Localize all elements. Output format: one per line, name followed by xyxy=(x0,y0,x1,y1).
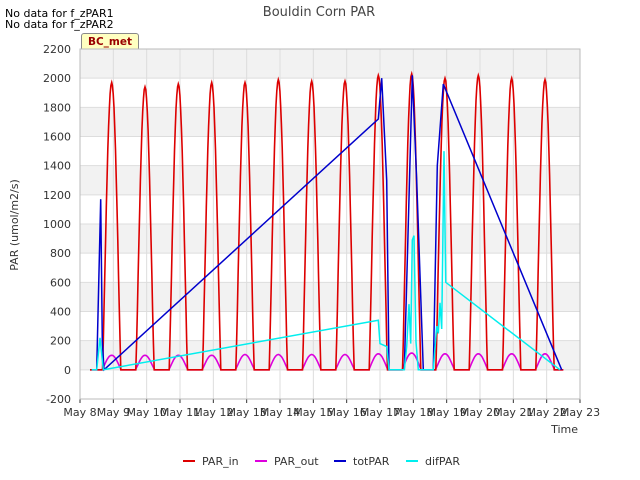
band-stripe xyxy=(80,282,580,312)
x-tick-label: May 23 xyxy=(560,406,600,419)
x-tick-label: May 13 xyxy=(227,406,267,419)
band-stripe xyxy=(80,107,580,137)
series-par-in-line xyxy=(90,70,564,371)
y-tick-label: 2000 xyxy=(43,72,71,85)
band-stripe xyxy=(80,49,580,79)
legend-label-par_in: PAR_in xyxy=(202,455,239,468)
y-tick-label: 1000 xyxy=(43,218,71,231)
x-tick-label: May 17 xyxy=(360,406,400,419)
x-tick-label: May 22 xyxy=(527,406,567,419)
x-tick-label: May 21 xyxy=(493,406,533,419)
no-data-message-2: No data for f_zPAR2 xyxy=(5,18,114,31)
x-tick-label: May 15 xyxy=(293,406,333,419)
x-axis-label: Time xyxy=(550,423,578,436)
y-tick-label: -200 xyxy=(46,393,71,406)
band-stripe xyxy=(80,165,580,195)
band-stripe xyxy=(80,340,580,370)
x-tick-label: May 14 xyxy=(260,406,300,419)
y-tick-label: 800 xyxy=(50,247,71,260)
legend-label-totpar: totPAR xyxy=(353,455,390,468)
y-tick-label: 0 xyxy=(64,364,71,377)
x-tick-label: May 12 xyxy=(193,406,233,419)
y-tick-label: 600 xyxy=(50,276,71,289)
chart-title: Bouldin Corn PAR xyxy=(263,5,375,20)
y-tick-label: 2200 xyxy=(43,43,71,56)
series-group xyxy=(90,70,564,372)
axes-group: -200 0 200 400 600 800 1000 1200 1400 1600 1800 200… xyxy=(43,43,600,419)
x-tick-label: May 19 xyxy=(427,406,467,419)
no-data-message-1: No data for f_zPAR1 xyxy=(5,7,114,20)
x-tick-label: May 11 xyxy=(160,406,200,419)
y-axis-label: PAR (umol/m2/s) xyxy=(8,179,21,271)
y-tick-label: 1200 xyxy=(43,189,71,202)
site-badge: BC_met xyxy=(81,33,139,52)
y-tick-label: 1600 xyxy=(43,131,71,144)
y-tick-label: 1800 xyxy=(43,101,71,114)
band-stripe xyxy=(80,224,580,254)
y-tick-label: 1400 xyxy=(43,160,71,173)
legend: PAR_in PAR_out totPAR difPAR xyxy=(183,455,460,468)
plot-frame xyxy=(79,48,581,400)
x-tick-label: May 16 xyxy=(327,406,367,419)
y-tick-label: 400 xyxy=(50,306,71,319)
x-tick-label: May 10 xyxy=(127,406,167,419)
legend-label-par_out: PAR_out xyxy=(274,455,319,468)
series-difpar-line xyxy=(91,151,561,371)
x-tick-label: May 20 xyxy=(460,406,500,419)
x-tick-label: May 18 xyxy=(393,406,433,419)
legend-label-difpar: difPAR xyxy=(425,455,460,468)
x-tick-label: May 9 xyxy=(97,406,130,419)
y-tick-label: 200 xyxy=(50,335,71,348)
x-tick-label: May 8 xyxy=(63,406,96,419)
